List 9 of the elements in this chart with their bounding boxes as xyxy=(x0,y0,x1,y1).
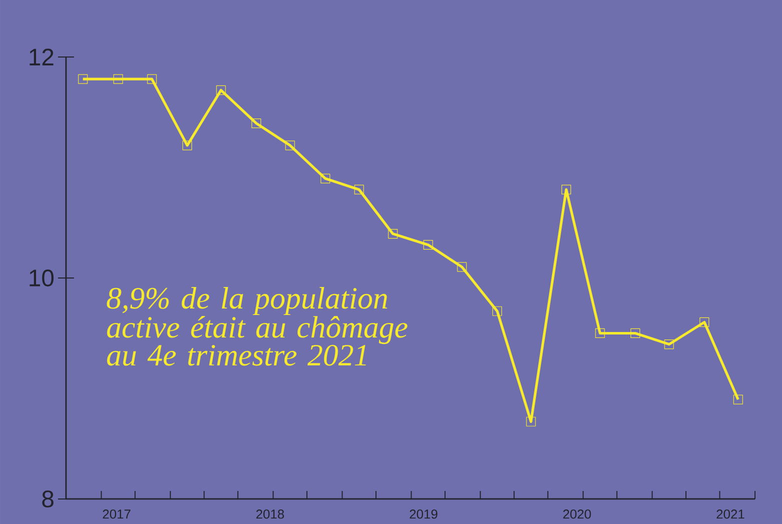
x-tick-label: 2021 xyxy=(716,510,744,519)
annotation: 8,9% de la population active était au chômage au 4e trimestre 2021 xyxy=(106,287,408,366)
x-tick-label: 2019 xyxy=(410,510,438,519)
y-tick-label: 10 xyxy=(30,270,54,286)
y-tick-label: 8 xyxy=(42,490,54,508)
y-tick-label: 12 xyxy=(30,48,54,66)
x-tick-label: 2017 xyxy=(102,510,130,519)
x-tick-label: 2020 xyxy=(563,510,591,519)
x-tick-label: 2018 xyxy=(256,510,284,519)
